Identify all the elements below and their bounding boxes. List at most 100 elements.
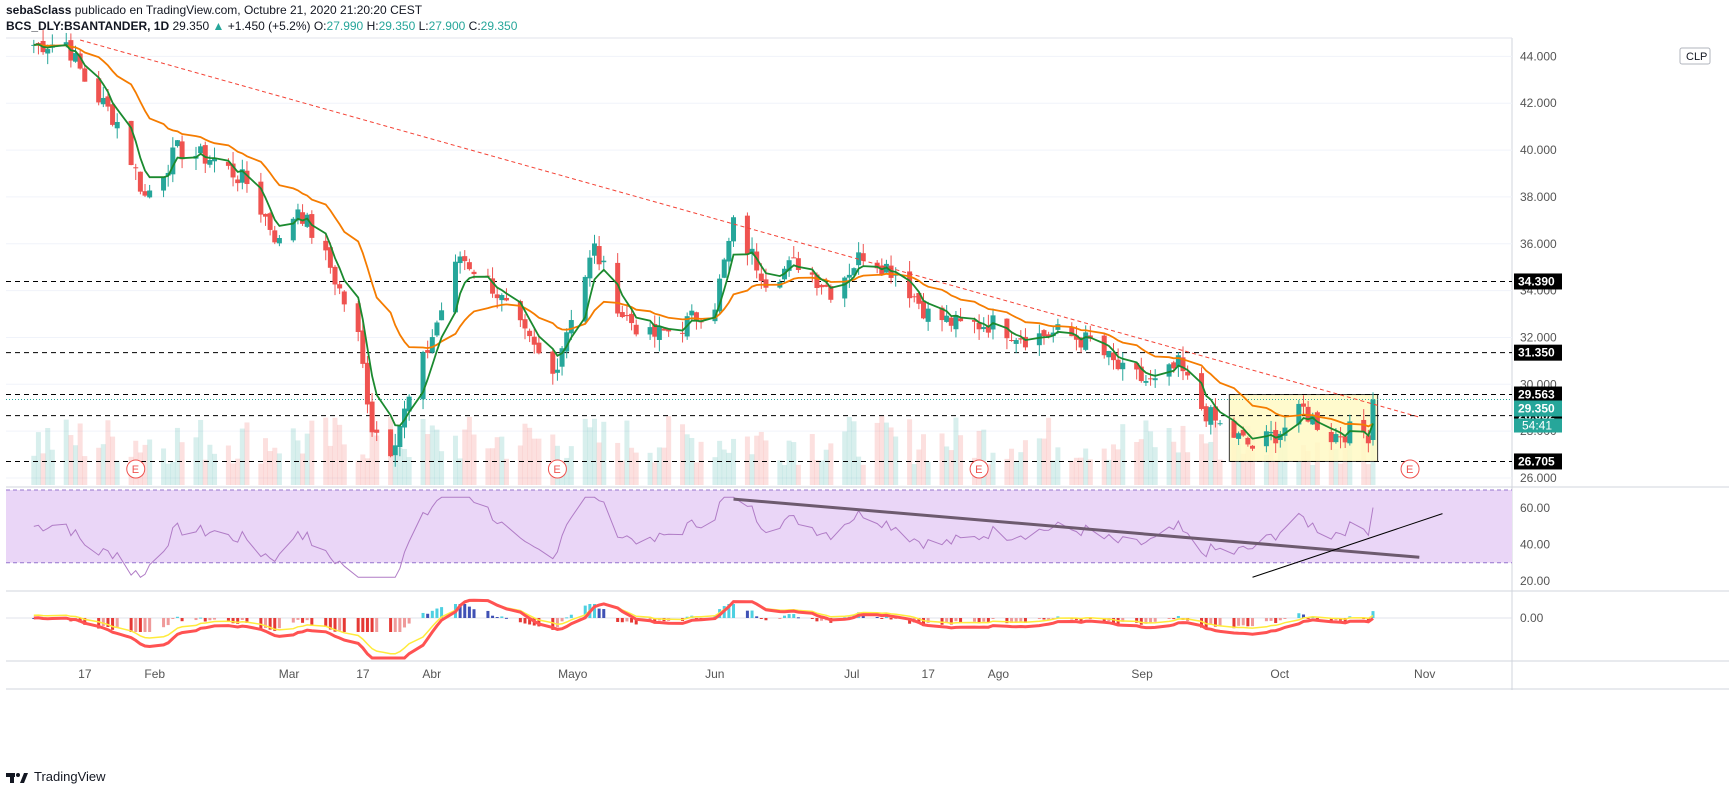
candle-body bbox=[624, 315, 630, 317]
oscillator-histogram-bar bbox=[518, 618, 522, 623]
oscillator-histogram-bar bbox=[504, 617, 508, 619]
candle-body bbox=[726, 240, 732, 262]
oscillator-histogram-bar bbox=[1371, 611, 1375, 618]
candle-body bbox=[295, 209, 301, 221]
volume-bar bbox=[198, 419, 204, 485]
last-price: 29.350 bbox=[172, 19, 210, 33]
earnings-marker-label: E bbox=[132, 464, 139, 476]
volume-bar bbox=[1277, 442, 1283, 485]
candle-body bbox=[1305, 406, 1311, 422]
volume-bar bbox=[1199, 434, 1205, 485]
publisher-name[interactable]: sebaSclass bbox=[6, 3, 72, 17]
oscillator-histogram-bar bbox=[1037, 618, 1041, 620]
candle-body bbox=[948, 317, 954, 326]
volume-bar bbox=[235, 458, 241, 485]
volume-bar bbox=[1171, 441, 1177, 485]
volume-bar bbox=[925, 461, 931, 485]
volume-bar bbox=[916, 449, 922, 485]
level-price-label: 31.350 bbox=[1518, 346, 1555, 360]
volume-bar bbox=[1365, 464, 1371, 485]
volume-bar bbox=[1342, 440, 1348, 485]
candle-body bbox=[717, 278, 723, 312]
oscillator-histogram-bar bbox=[458, 604, 462, 618]
oscillator-histogram-bar bbox=[945, 618, 949, 623]
volume-bar bbox=[758, 431, 764, 485]
footer-branding: TradingView bbox=[6, 769, 106, 784]
candle-body bbox=[527, 330, 533, 337]
volume-bar bbox=[452, 435, 458, 485]
candle-body bbox=[244, 170, 250, 185]
candle-body bbox=[1231, 420, 1237, 438]
volume-bar bbox=[517, 445, 523, 485]
candle-body bbox=[397, 425, 403, 448]
volume-bar bbox=[503, 458, 509, 485]
candle-body bbox=[1152, 378, 1158, 381]
oscillator-histogram-bar bbox=[375, 618, 379, 632]
candle-body bbox=[179, 141, 185, 160]
candle-body bbox=[1296, 403, 1302, 425]
candle-body bbox=[388, 429, 394, 457]
candle-body bbox=[1203, 406, 1209, 422]
candle-body bbox=[981, 327, 987, 330]
candle-body bbox=[290, 218, 296, 241]
oscillator-histogram-bar bbox=[162, 618, 166, 628]
oscillator-histogram-bar bbox=[759, 618, 763, 619]
level-price-label: 29.563 bbox=[1518, 388, 1555, 402]
oscillator-histogram-bar bbox=[393, 618, 397, 632]
volume-bar bbox=[392, 451, 398, 485]
volume-bar bbox=[846, 416, 852, 485]
oscillator-histogram-bar bbox=[1209, 618, 1213, 625]
candle-body bbox=[230, 163, 236, 178]
oscillator-histogram-bar bbox=[959, 618, 963, 623]
volume-bar bbox=[693, 462, 699, 485]
candle-body bbox=[1212, 406, 1218, 421]
candle-body bbox=[332, 266, 338, 285]
candle-body bbox=[911, 296, 917, 298]
candle-body bbox=[1199, 373, 1205, 409]
candle-body bbox=[554, 369, 560, 373]
oscillator-histogram-bar bbox=[435, 608, 439, 618]
oscillator-histogram-bar bbox=[782, 615, 786, 618]
candle-body bbox=[731, 217, 737, 242]
candle-body bbox=[110, 104, 116, 125]
oscillator-histogram-bar bbox=[226, 618, 230, 622]
oscillator-histogram-bar bbox=[430, 610, 434, 618]
symbol-name[interactable]: BCS_DLY:BSANTANDER, 1D bbox=[6, 19, 170, 33]
volume-bar bbox=[1203, 443, 1209, 485]
volume-bar bbox=[948, 450, 954, 485]
x-tick-label: Sep bbox=[1131, 667, 1153, 681]
volume-bar bbox=[494, 437, 500, 485]
oscillator-histogram-bar bbox=[324, 618, 328, 627]
volume-bar bbox=[921, 434, 927, 485]
oscillator-histogram-bar bbox=[1144, 618, 1148, 624]
x-tick-label: Jul bbox=[844, 667, 859, 681]
earnings-marker bbox=[547, 459, 567, 479]
oscillator-histogram-bar bbox=[1079, 618, 1083, 622]
oscillator-histogram-bar bbox=[101, 618, 105, 627]
oscillator-histogram-bar bbox=[977, 618, 981, 623]
oscillator-histogram-bar bbox=[1167, 618, 1171, 619]
volume-bar bbox=[907, 419, 913, 485]
candle-body bbox=[1263, 431, 1269, 447]
footer-brand[interactable]: TradingView bbox=[34, 769, 106, 784]
candle-body bbox=[531, 336, 537, 345]
oscillator-histogram-bar bbox=[875, 616, 879, 618]
oscillator-histogram-bar bbox=[815, 618, 819, 622]
x-tick-label: Feb bbox=[144, 667, 165, 681]
volume-bar bbox=[355, 460, 361, 485]
candle-body bbox=[1106, 350, 1112, 358]
open-value: 27.990 bbox=[326, 19, 364, 33]
candle-body bbox=[304, 214, 310, 227]
volume-bar bbox=[105, 420, 111, 485]
oscillator-histogram-bar bbox=[1149, 618, 1153, 623]
low-value: 27.900 bbox=[428, 19, 466, 33]
oscillator-histogram-bar bbox=[1102, 618, 1106, 623]
oscillator-histogram-bar bbox=[296, 618, 300, 620]
volume-bar bbox=[1087, 459, 1093, 485]
oscillator-histogram-bar bbox=[796, 617, 800, 619]
candle-body bbox=[1185, 371, 1191, 376]
volume-bar bbox=[1314, 442, 1320, 485]
oscillator-histogram-bar bbox=[1283, 618, 1287, 619]
volume-bar bbox=[629, 447, 635, 485]
